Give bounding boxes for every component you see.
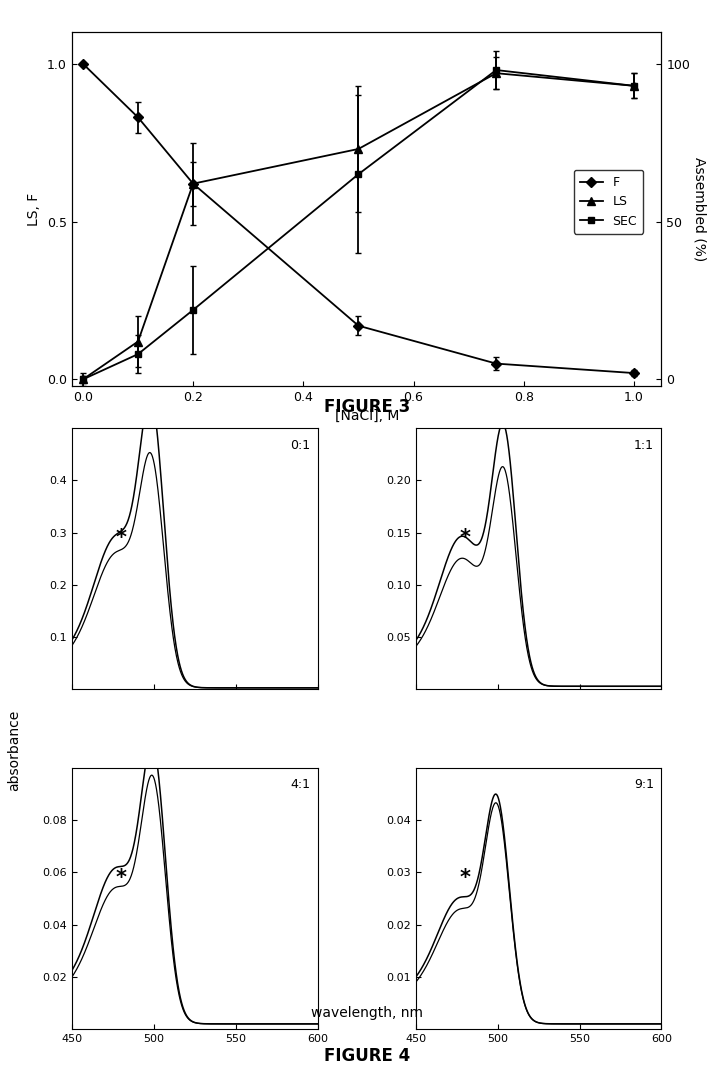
Text: FIGURE 4: FIGURE 4 [324,1047,410,1064]
Text: *: * [459,527,470,548]
Text: FIGURE 3: FIGURE 3 [324,398,410,416]
Text: *: * [116,867,127,888]
Text: 9:1: 9:1 [634,778,654,791]
Text: *: * [459,867,470,888]
Text: 0:1: 0:1 [290,438,310,451]
Text: 4:1: 4:1 [290,778,310,791]
Legend: F, LS, SEC: F, LS, SEC [574,169,644,234]
Text: *: * [116,527,127,548]
Y-axis label: Assembled (%): Assembled (%) [693,157,707,262]
Text: 1:1: 1:1 [634,438,654,451]
Text: wavelength, nm: wavelength, nm [311,1006,423,1021]
Text: absorbance: absorbance [7,710,22,791]
X-axis label: [NaCl], M: [NaCl], M [334,410,399,423]
Y-axis label: LS, F: LS, F [27,192,42,225]
